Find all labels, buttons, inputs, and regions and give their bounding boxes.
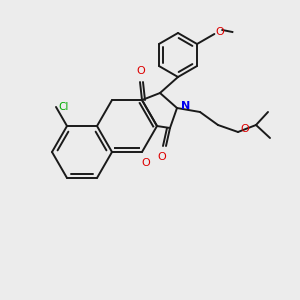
Text: O: O	[142, 158, 150, 168]
Text: Cl: Cl	[58, 102, 68, 112]
Text: O: O	[240, 124, 249, 134]
Text: O: O	[215, 27, 224, 37]
Text: O: O	[136, 66, 146, 76]
Text: O: O	[158, 152, 166, 162]
Text: N: N	[181, 101, 190, 111]
